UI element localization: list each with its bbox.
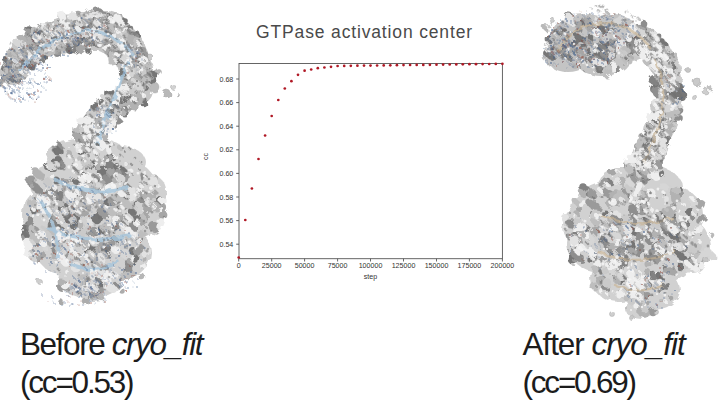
svg-text:50000: 50000 (295, 262, 315, 270)
svg-text:0.54: 0.54 (219, 241, 233, 249)
svg-text:25000: 25000 (262, 262, 282, 270)
svg-text:cc: cc (202, 153, 210, 161)
svg-text:step: step (364, 273, 377, 281)
svg-text:0.64: 0.64 (219, 123, 233, 131)
svg-text:100000: 100000 (359, 262, 383, 270)
svg-text:0.62: 0.62 (219, 146, 233, 154)
svg-text:0.58: 0.58 (219, 194, 233, 202)
svg-text:75000: 75000 (328, 262, 348, 270)
svg-text:0.60: 0.60 (219, 170, 233, 178)
svg-text:0.68: 0.68 (219, 76, 233, 84)
svg-text:200000: 200000 (491, 262, 515, 270)
svg-text:0: 0 (237, 262, 241, 270)
svg-text:125000: 125000 (392, 262, 416, 270)
svg-text:0.66: 0.66 (219, 99, 233, 107)
svg-text:175000: 175000 (458, 262, 482, 270)
svg-text:0.56: 0.56 (219, 217, 233, 225)
svg-text:150000: 150000 (425, 262, 449, 270)
